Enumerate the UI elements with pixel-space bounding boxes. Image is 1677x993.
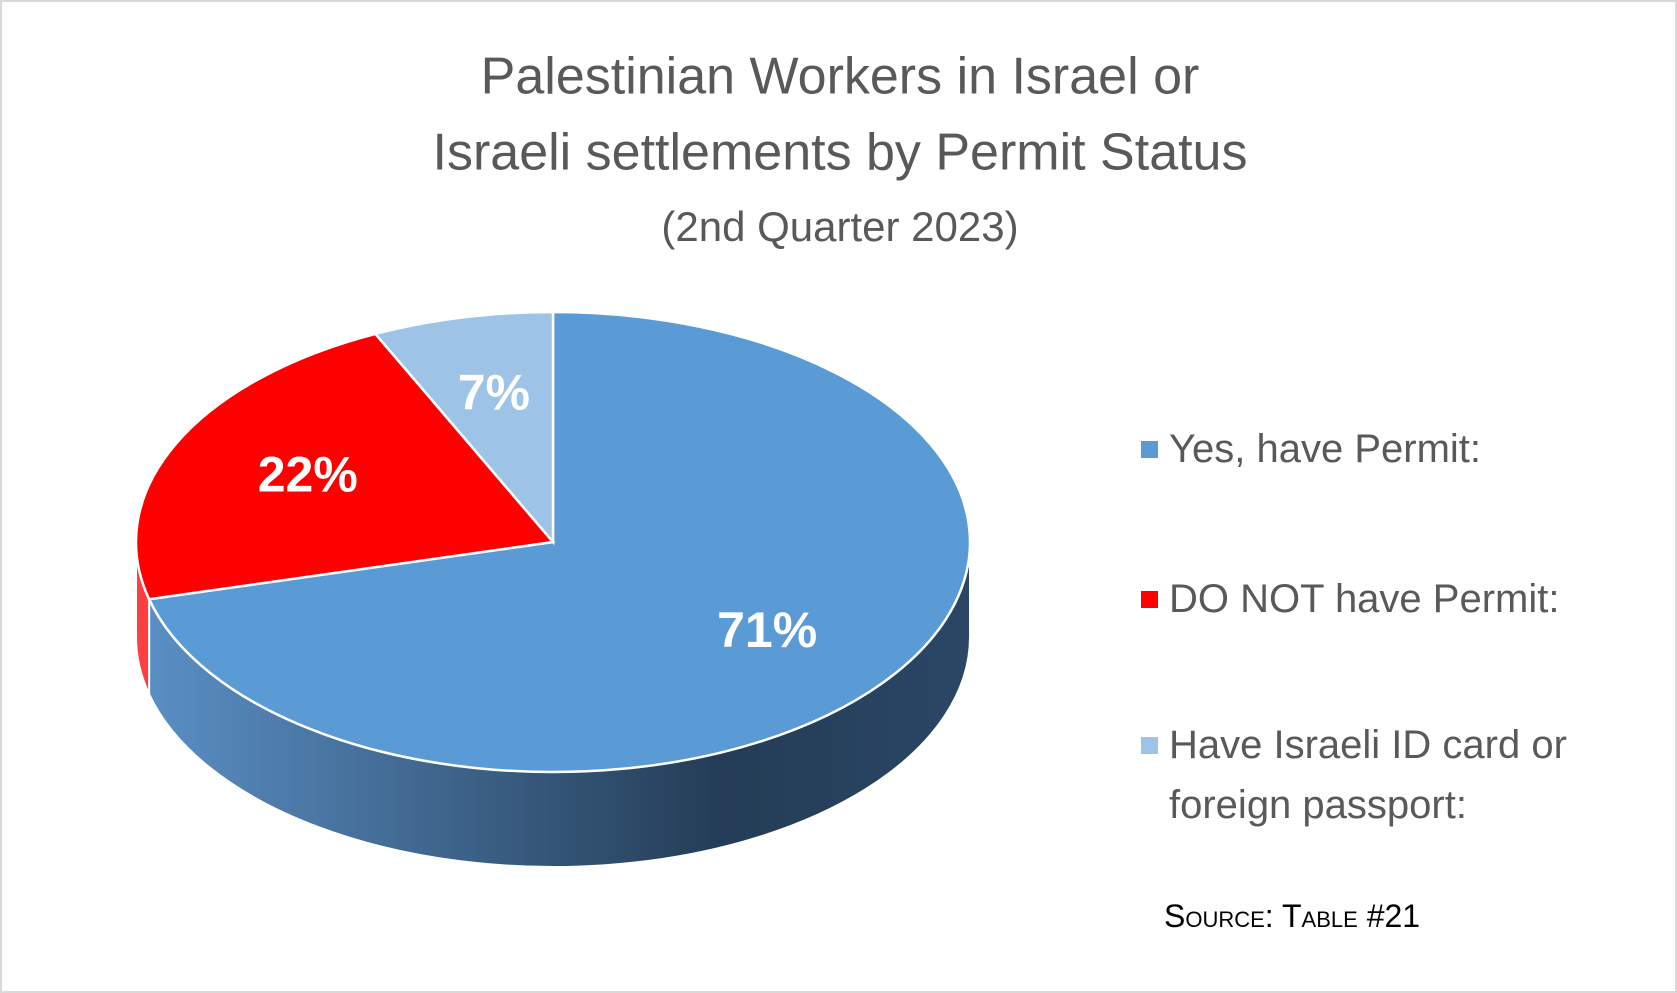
legend-swatch (1141, 737, 1158, 754)
legend-label: Have Israeli ID card or foreign passport… (1169, 723, 1567, 827)
source-note: Source: Table #21 (1164, 898, 1421, 934)
data-label: 71% (717, 602, 817, 658)
legend-swatch (1141, 441, 1158, 458)
slice (373, 310, 555, 546)
legend-label: DO NOT have Permit: (1169, 577, 1560, 621)
chart-title: Israeli settlements by Permit Status (433, 124, 1248, 182)
data-label: 7% (458, 364, 530, 420)
data-label: 22% (258, 447, 358, 503)
legend-swatch (1141, 591, 1158, 608)
chart-subtitle: (2nd Quarter 2023) (661, 203, 1018, 250)
slice (134, 332, 556, 601)
legend-label: Yes, have Permit: (1169, 427, 1482, 471)
slice (147, 310, 972, 774)
chart-title: Palestinian Workers in Israel or (481, 48, 1200, 106)
